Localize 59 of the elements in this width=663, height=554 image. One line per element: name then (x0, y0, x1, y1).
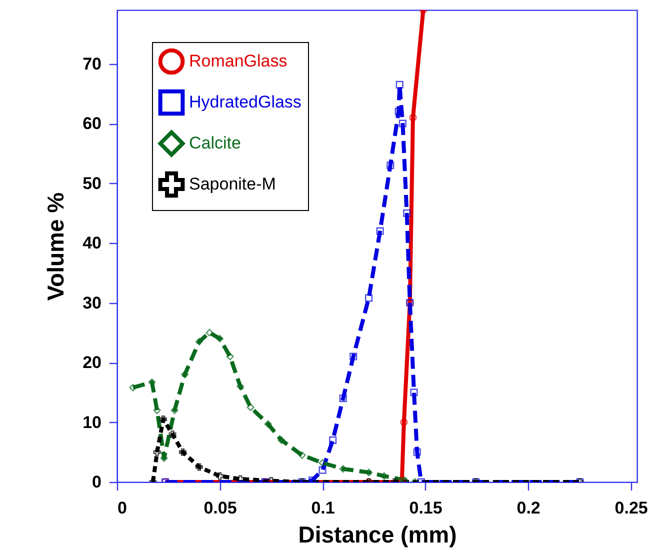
point (365, 468, 373, 476)
point (403, 209, 411, 217)
point (179, 448, 187, 456)
point (195, 338, 203, 346)
point (195, 463, 203, 471)
point (396, 80, 404, 88)
x-tick-label: 0.2 (516, 498, 540, 518)
point (339, 465, 347, 473)
point (246, 404, 254, 412)
point (181, 370, 189, 378)
x-tick-label: 0 (118, 498, 127, 518)
point (350, 352, 358, 360)
point (264, 420, 272, 428)
x-tick-label: 0.05 (204, 498, 237, 518)
point (413, 448, 421, 456)
x-axis-title: Distance (mm) (298, 522, 457, 548)
point (168, 430, 176, 438)
point (318, 459, 326, 467)
y-tick-label: 30 (82, 293, 102, 312)
x-tick-label: 0.15 (409, 498, 442, 518)
y-tick-label: 40 (82, 234, 102, 253)
y-tick-label: 70 (82, 54, 102, 74)
point (386, 162, 394, 170)
y-tick-label: 60 (82, 114, 102, 134)
point (216, 472, 224, 480)
legend-label: Saponite-M (189, 174, 276, 194)
point (329, 436, 337, 444)
y-tick-label: 10 (82, 412, 102, 432)
x-tick-label: 0.25 (614, 498, 648, 518)
legend-label: RomanGlass (189, 52, 288, 70)
point (226, 352, 234, 360)
point (278, 436, 286, 444)
point (153, 448, 161, 456)
point (170, 406, 178, 414)
point (409, 114, 417, 122)
point (365, 294, 373, 302)
point (236, 382, 244, 390)
point (236, 475, 244, 482)
y-tick-label: 0 (92, 472, 102, 492)
x-tick-label: 0.1 (311, 498, 335, 518)
y-axis-title: Volume % (42, 192, 69, 301)
point (400, 476, 409, 482)
point (159, 416, 168, 424)
point (129, 384, 137, 392)
legend-label: Calcite (189, 134, 241, 152)
point (339, 394, 347, 402)
y-tick-label: 50 (82, 174, 102, 193)
point (410, 388, 418, 396)
point (216, 334, 224, 342)
point (318, 466, 326, 474)
legend-label: HydratedGlass (189, 92, 302, 112)
point (400, 418, 408, 426)
point (376, 227, 384, 235)
point (153, 406, 161, 414)
point (298, 451, 306, 459)
y-tick-label: 20 (82, 353, 102, 372)
point (206, 328, 214, 336)
point (148, 378, 156, 386)
point (398, 120, 406, 128)
